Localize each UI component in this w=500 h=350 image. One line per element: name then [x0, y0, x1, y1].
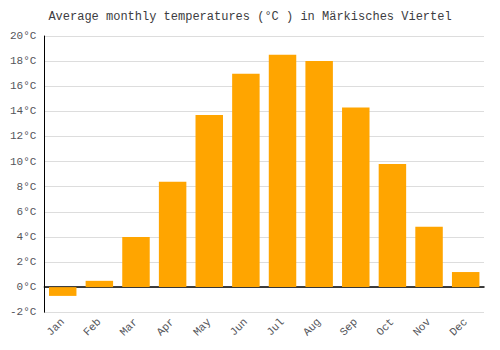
svg-text:Jun: Jun	[228, 316, 250, 338]
svg-text:20°C: 20°C	[10, 30, 37, 42]
svg-text:4°C: 4°C	[17, 231, 37, 243]
svg-text:0°C: 0°C	[17, 281, 37, 293]
svg-text:18°C: 18°C	[10, 55, 37, 67]
svg-text:6°C: 6°C	[17, 206, 37, 218]
svg-text:Sep: Sep	[338, 316, 360, 338]
svg-text:Feb: Feb	[81, 316, 103, 338]
svg-text:May: May	[191, 316, 214, 339]
svg-text:16°C: 16°C	[10, 80, 37, 92]
svg-text:Jul: Jul	[264, 316, 286, 338]
svg-text:14°C: 14°C	[10, 105, 37, 117]
svg-text:Average monthly temperatures (: Average monthly temperatures (°C ) in Mä…	[48, 10, 451, 24]
svg-text:2°C: 2°C	[17, 256, 37, 268]
svg-text:Dec: Dec	[447, 316, 469, 338]
svg-text:Aug: Aug	[301, 316, 323, 338]
svg-text:-2°C: -2°C	[10, 306, 37, 318]
svg-text:12°C: 12°C	[10, 130, 37, 142]
svg-text:Mar: Mar	[118, 316, 140, 338]
svg-text:8°C: 8°C	[17, 181, 37, 193]
svg-text:Apr: Apr	[154, 316, 176, 338]
svg-text:Jan: Jan	[44, 316, 66, 338]
svg-text:10°C: 10°C	[10, 156, 37, 168]
svg-text:Nov: Nov	[411, 316, 434, 339]
svg-text:Oct: Oct	[374, 316, 396, 338]
